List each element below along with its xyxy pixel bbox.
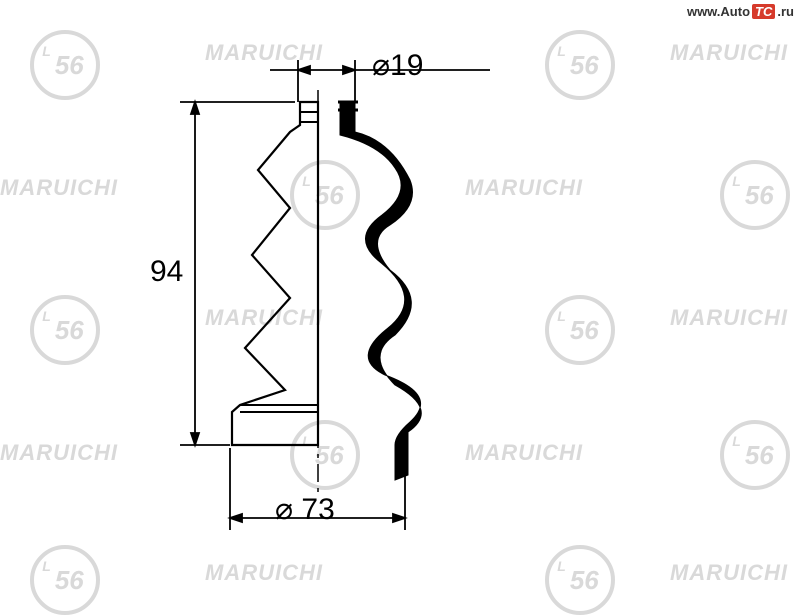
logo-suffix: .ru: [777, 4, 794, 19]
watermark-badge: L56: [720, 160, 790, 230]
logo-prefix: www.Auto: [687, 4, 750, 19]
watermark-text: MARUICHI: [0, 175, 118, 201]
watermark-badge: L56: [720, 420, 790, 490]
watermark-text: MARUICHI: [205, 560, 323, 586]
dim-height: 94: [150, 255, 183, 289]
logo-badge: TC: [752, 4, 775, 19]
watermark-badge: L56: [30, 30, 100, 100]
boot-left-outline: [232, 102, 318, 445]
watermark-badge: L56: [30, 545, 100, 615]
boot-neck-lines: [300, 112, 318, 122]
boot-diagram: ⌀19 94 ⌀ 73: [140, 40, 660, 560]
dim-bottom-diameter: ⌀ 73: [275, 492, 335, 527]
dim-top-diameter: ⌀19: [372, 48, 423, 83]
watermark-badge: L56: [30, 295, 100, 365]
watermark-text: MARUICHI: [670, 305, 788, 331]
watermark-text: MARUICHI: [0, 440, 118, 466]
watermark-text: MARUICHI: [670, 560, 788, 586]
site-logo: www.Auto TC .ru: [687, 4, 794, 19]
diagram-svg: [140, 40, 660, 560]
boot-section-profile: [340, 102, 421, 480]
dimension-lines: [180, 60, 490, 530]
watermark-text: MARUICHI: [670, 40, 788, 66]
